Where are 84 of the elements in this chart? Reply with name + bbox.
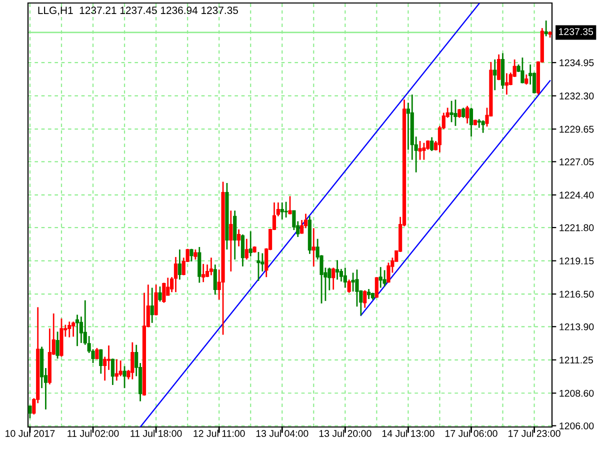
candlestick <box>544 20 548 37</box>
candlestick <box>178 248 182 280</box>
candlestick <box>422 142 426 160</box>
candlestick <box>284 201 288 218</box>
ref-line-label: 1237.35 <box>559 28 594 36</box>
candlestick <box>367 288 371 300</box>
y-tick-label: 1227.05 <box>560 158 594 166</box>
x-tick-label: 13 Jul 20:00 <box>319 430 372 437</box>
candlestick <box>122 365 126 389</box>
y-tick-label: 1229.65 <box>560 126 594 133</box>
candlestick <box>497 54 501 81</box>
candlestick <box>95 347 99 360</box>
x-tick-label: 12 Jul 11:00 <box>194 430 245 437</box>
candlestick <box>335 259 340 280</box>
candlestick <box>233 210 237 260</box>
candlestick <box>450 100 454 123</box>
candlestick <box>198 246 202 284</box>
candlestick <box>256 251 260 282</box>
candlestick <box>114 358 118 382</box>
x-tick-label: 17 Jul 06:00 <box>445 430 498 437</box>
candlestick <box>418 140 422 160</box>
y-tick-label: 1208.60 <box>560 390 594 397</box>
candlestick <box>28 404 32 419</box>
candlestick <box>524 74 528 86</box>
candlestick <box>280 202 284 220</box>
chart-title: LLG,H1 1237.21 1237.45 1236.94 1237.35 <box>38 6 238 16</box>
candlestick <box>465 105 470 124</box>
y-tick-label: 1211.25 <box>560 356 593 364</box>
candlestick <box>382 270 386 288</box>
candlestick <box>68 320 72 338</box>
candlestick <box>213 264 217 296</box>
candlestick <box>355 268 359 308</box>
candlestick <box>347 278 351 294</box>
candlestick <box>158 286 162 302</box>
candlestick <box>110 358 115 386</box>
candlestick <box>72 320 76 338</box>
candlestick <box>202 263 206 283</box>
candlestick <box>99 348 103 374</box>
candlestick <box>332 266 336 290</box>
y-tick-label: 1224.40 <box>560 192 594 199</box>
y-tick-label: 1213.90 <box>560 323 594 330</box>
candlestick <box>240 234 245 268</box>
candlestick <box>312 227 316 268</box>
candlestick <box>248 230 252 258</box>
candlestick <box>374 276 378 298</box>
candlestick <box>430 136 434 152</box>
x-tick-label: 17 Jul 23:00 <box>508 430 560 437</box>
candlestick <box>150 287 154 324</box>
x-tick-label: 11 Jul 18:00 <box>130 430 182 437</box>
x-tick-label: 11 Jul 02:00 <box>68 430 119 437</box>
candlestick <box>504 72 508 96</box>
candlestick <box>130 342 134 380</box>
y-tick-label: 1232.30 <box>560 92 594 100</box>
candlestick <box>209 256 213 276</box>
candlestick <box>56 330 60 360</box>
candlestick <box>174 256 178 293</box>
y-tick-label: 1221.80 <box>560 224 594 232</box>
candlestick <box>118 360 122 377</box>
candlestick <box>236 228 241 248</box>
x-tick-label: 14 Jul 13:00 <box>382 430 434 437</box>
candlestick <box>454 98 458 127</box>
candlestick <box>106 344 111 371</box>
candlestick <box>469 107 474 138</box>
candlestick <box>154 284 158 316</box>
candlestick <box>481 120 485 134</box>
candlestick <box>229 210 233 272</box>
candlestick <box>493 58 497 91</box>
candlestick <box>378 266 382 288</box>
candlestick <box>343 266 347 288</box>
y-tick-label: 1216.50 <box>560 290 594 298</box>
y-tick-label: 1206.00 <box>560 422 594 430</box>
x-tick-label: 13 Jul 04:00 <box>256 430 308 437</box>
y-tick-label: 1234.95 <box>560 59 594 66</box>
candlestick <box>351 272 355 292</box>
y-tick-label: 1219.15 <box>560 258 594 264</box>
candlestick <box>190 248 194 262</box>
candlestick <box>288 195 292 216</box>
candlestick <box>194 248 198 260</box>
candlestick <box>462 107 466 118</box>
candlestick <box>75 314 80 347</box>
candlestick <box>363 290 367 309</box>
candlestick <box>386 262 390 284</box>
candlestick <box>520 56 524 84</box>
candlestick <box>244 238 248 260</box>
